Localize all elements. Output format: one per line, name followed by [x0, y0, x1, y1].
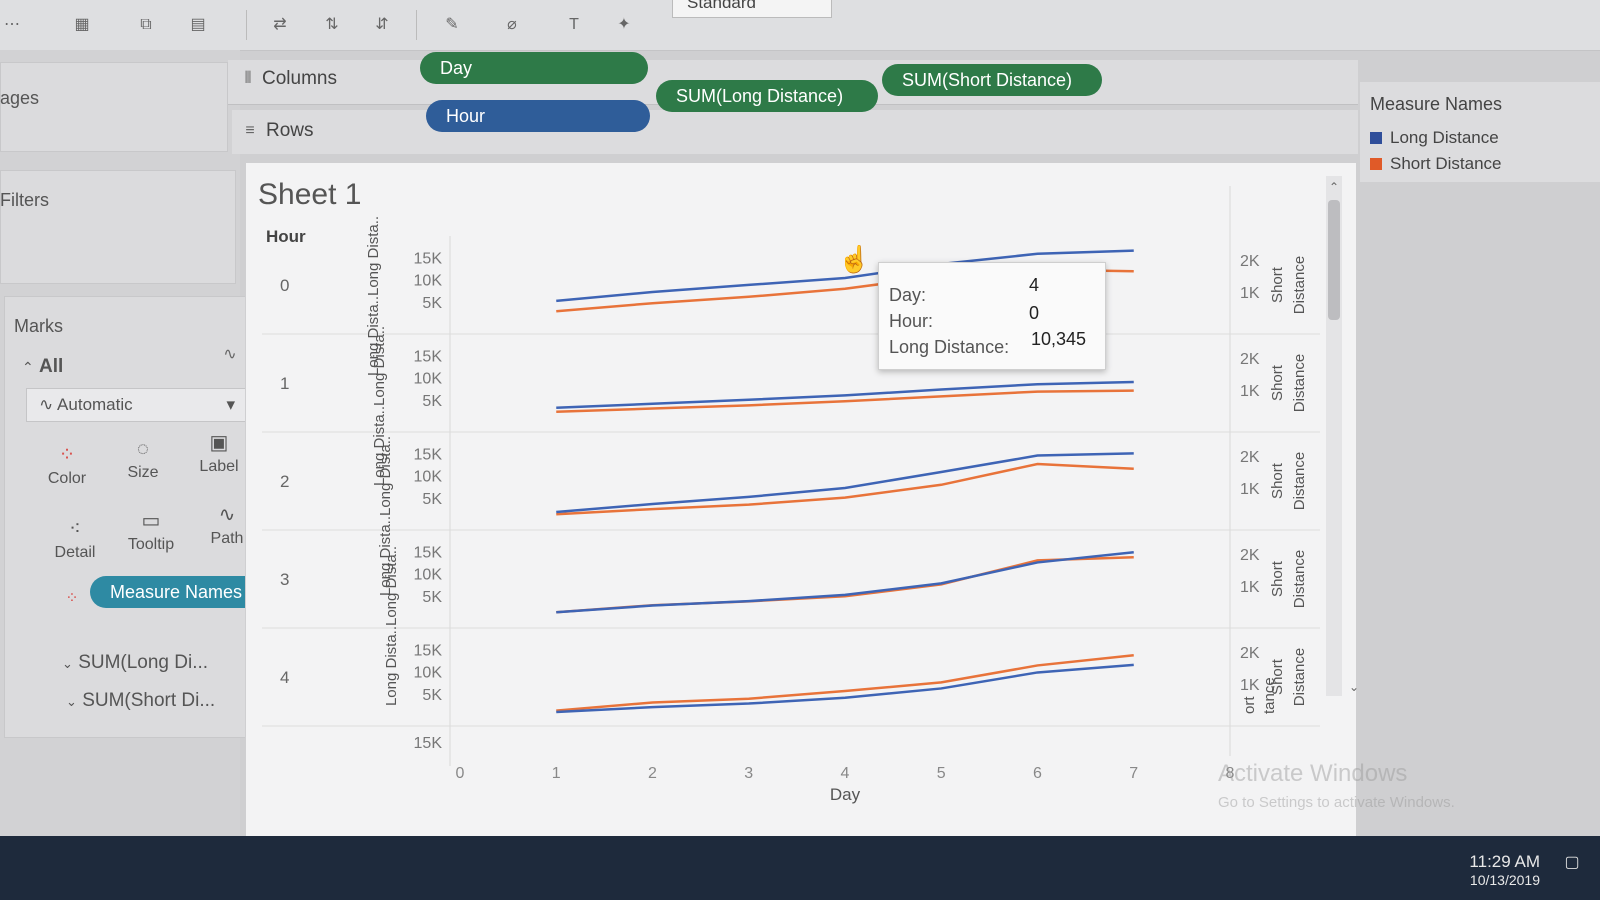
marks-all-label: All	[39, 356, 64, 377]
size-button[interactable]: ◌ Size	[108, 434, 178, 498]
marks-all-row[interactable]: ⌃ All	[22, 356, 63, 378]
scroll-down-icon[interactable]: ⌄	[1348, 680, 1360, 694]
filters-card	[0, 170, 236, 284]
legend-item-short[interactable]: Short Distance	[1370, 154, 1502, 174]
short-distance-pill[interactable]: SUM(Short Distance)	[882, 64, 1102, 96]
detail-button[interactable]: ⁖ Detail	[40, 514, 110, 578]
chevron-down-icon: ▾	[226, 395, 235, 414]
scroll-up-icon[interactable]: ⌃	[1328, 180, 1340, 194]
highlight-icon[interactable]: ✎	[445, 16, 459, 33]
label-button[interactable]: ▣ Label	[184, 428, 254, 492]
label-icon: ▣	[209, 432, 229, 454]
clear-sheet-icon[interactable]: ▤	[190, 16, 206, 33]
tooltip-measure-label: Long Distance:	[889, 337, 1010, 357]
tooltip-hour-value: 0	[1029, 303, 1040, 323]
expand-icon[interactable]: ⌄	[62, 656, 73, 671]
color-label: Color	[47, 470, 87, 487]
legend-item-long[interactable]: Long Distance	[1370, 128, 1499, 148]
pages-label: ages	[0, 88, 40, 108]
detail-label: Detail	[54, 544, 96, 561]
fit-dropdown[interactable]: Standard	[672, 0, 832, 18]
size-label: Size	[127, 464, 159, 481]
rows-shelf	[232, 110, 1358, 154]
legend-card	[1360, 82, 1600, 182]
system-clock[interactable]: 11:29 AM 10/13/2019	[1469, 852, 1540, 888]
mark-type-dropdown[interactable]: ∿ Automatic ▾	[26, 388, 246, 422]
tooltip-day-value: 4	[1029, 275, 1040, 295]
filters-label: Filters	[0, 190, 49, 210]
toolbar: ⋯ ▦ ⧉ ▤ ⇄ ⇅ ⇵ ✎ ⌀ T ✦ Standard	[0, 0, 1600, 51]
legend-swatch-short	[1370, 158, 1382, 170]
sort-ascending-icon[interactable]: ⇅	[325, 16, 339, 33]
path-label: Path	[210, 530, 244, 547]
legend-label-long: Long Distance	[1390, 128, 1499, 147]
worksheet-canvas	[245, 162, 1357, 864]
rows-icon: ≡	[245, 122, 255, 139]
toolbar-divider	[416, 10, 417, 40]
columns-label: Columns	[262, 68, 337, 89]
measure-row-short[interactable]: ⌄ SUM(Short Di...	[66, 690, 215, 712]
watermark-subtitle: Go to Settings to activate Windows.	[1218, 794, 1455, 811]
measure-row-short-label: SUM(Short Di...	[82, 690, 216, 711]
expand-icon[interactable]: ⌄	[66, 694, 77, 709]
tooltip-hour-label: Hour:	[889, 311, 934, 331]
sort-descending-icon[interactable]: ⇵	[375, 16, 389, 33]
line-mark-icon: ∿	[223, 346, 237, 363]
duplicate-sheet-icon[interactable]: ⧉	[140, 16, 152, 33]
marks-label: Marks	[14, 316, 63, 336]
path-button[interactable]: ∿ Path	[192, 500, 262, 564]
hand-cursor-icon: ☝	[838, 244, 871, 274]
tooltip-button[interactable]: ▭ Tooltip	[116, 506, 186, 570]
measure-names-pill[interactable]: Measure Names	[90, 576, 262, 608]
hour-pill[interactable]: Hour	[426, 100, 650, 132]
mark-type-value: Automatic	[57, 395, 133, 414]
columns-icon: ⦀	[244, 70, 252, 87]
legend-label-short: Short Distance	[1390, 154, 1502, 173]
rows-label: Rows	[266, 120, 314, 141]
attach-icon[interactable]: ⌀	[507, 16, 517, 33]
measure-row-long-label: SUM(Long Di...	[78, 652, 209, 673]
clock-date: 10/13/2019	[1469, 872, 1540, 888]
mark-tooltip: Day: 4 Hour: 0 Long Distance: 10,345	[878, 262, 1106, 370]
undo-icon[interactable]: ⋯	[4, 16, 20, 33]
line-icon: ∿	[39, 395, 54, 414]
swap-icon[interactable]: ⇄	[273, 16, 287, 33]
taskbar	[0, 836, 1600, 900]
notification-icon[interactable]: ▢	[1564, 854, 1580, 871]
color-encoding-icon: ⁘	[65, 590, 79, 607]
tooltip-label: Tooltip	[127, 536, 175, 553]
day-pill[interactable]: Day	[420, 52, 648, 84]
pin-icon[interactable]: ✦	[617, 16, 631, 33]
size-icon: ◌	[137, 438, 149, 460]
clock-time: 11:29 AM	[1469, 852, 1540, 871]
color-button[interactable]: ⁘ Color	[32, 440, 102, 504]
text-icon[interactable]: T	[569, 16, 579, 33]
scrollbar-thumb[interactable]	[1328, 200, 1340, 320]
long-distance-pill[interactable]: SUM(Long Distance)	[656, 80, 878, 112]
detail-icon: ⁖	[69, 518, 81, 540]
label-label: Label	[199, 458, 239, 475]
path-icon: ∿	[218, 504, 236, 526]
legend-title: Measure Names	[1370, 94, 1503, 114]
collapse-icon[interactable]: ⌃	[22, 359, 34, 375]
tooltip-measure-value: 10,345	[1031, 329, 1087, 349]
watermark-title: Activate Windows	[1218, 760, 1408, 787]
tooltip-icon: ▭	[141, 510, 161, 532]
marks-card	[4, 296, 246, 738]
new-worksheet-icon[interactable]: ▦	[74, 16, 90, 33]
legend-swatch-long	[1370, 132, 1382, 144]
toolbar-divider	[246, 10, 247, 40]
color-icon: ⁘	[58, 444, 76, 466]
activation-watermark: Activate Windows Go to Settings to activ…	[1218, 760, 1455, 811]
pages-card	[0, 62, 228, 152]
sheet-title: Sheet 1	[258, 178, 362, 211]
tooltip-day-label: Day:	[889, 285, 927, 305]
measure-row-long[interactable]: ⌄ SUM(Long Di...	[62, 652, 208, 674]
